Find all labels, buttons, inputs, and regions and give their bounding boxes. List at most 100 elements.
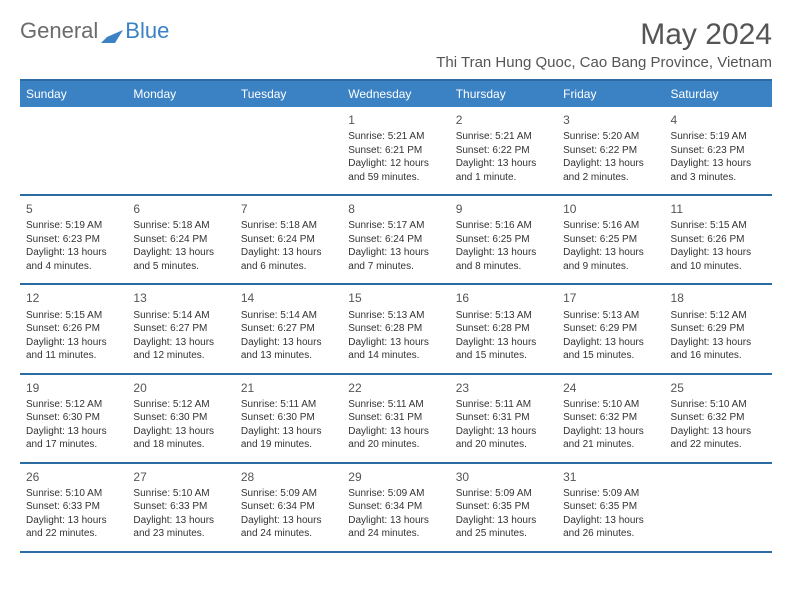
day-number: 5 (26, 201, 121, 217)
location: Thi Tran Hung Quoc, Cao Bang Province, V… (436, 54, 772, 71)
day-cell: 3Sunrise: 5:20 AMSunset: 6:22 PMDaylight… (557, 107, 664, 194)
day-cell: 24Sunrise: 5:10 AMSunset: 6:32 PMDayligh… (557, 375, 664, 462)
day-cell: 7Sunrise: 5:18 AMSunset: 6:24 PMDaylight… (235, 196, 342, 283)
day-number: 12 (26, 290, 121, 306)
sunrise-text: Sunrise: 5:15 AM (26, 309, 121, 323)
daylight-text: Daylight: 13 hours and 23 minutes. (133, 514, 228, 541)
day-cell: 15Sunrise: 5:13 AMSunset: 6:28 PMDayligh… (342, 285, 449, 372)
weekday-header: Saturday (665, 81, 772, 107)
sunset-text: Sunset: 6:30 PM (133, 411, 228, 425)
daylight-text: Daylight: 13 hours and 25 minutes. (456, 514, 551, 541)
week-row: 1Sunrise: 5:21 AMSunset: 6:21 PMDaylight… (20, 107, 772, 196)
sunrise-text: Sunrise: 5:11 AM (241, 398, 336, 412)
sunrise-text: Sunrise: 5:13 AM (348, 309, 443, 323)
logo-text-right: Blue (125, 18, 169, 44)
day-cell (235, 107, 342, 194)
daylight-text: Daylight: 13 hours and 4 minutes. (26, 246, 121, 273)
day-number: 16 (456, 290, 551, 306)
sunset-text: Sunset: 6:27 PM (133, 322, 228, 336)
weekday-header: Sunday (20, 81, 127, 107)
daylight-text: Daylight: 13 hours and 1 minute. (456, 157, 551, 184)
daylight-text: Daylight: 13 hours and 16 minutes. (671, 336, 766, 363)
sunrise-text: Sunrise: 5:21 AM (348, 130, 443, 144)
day-number: 19 (26, 380, 121, 396)
day-cell: 27 Sunrise: 5:10 AMSunset: 6:33 PMDayligh… (127, 464, 234, 551)
day-number: 3 (563, 112, 658, 128)
day-cell: 9Sunrise: 5:16 AMSunset: 6:25 PMDaylight… (450, 196, 557, 283)
sunset-text: Sunset: 6:24 PM (133, 233, 228, 247)
daylight-text: Daylight: 13 hours and 10 minutes. (671, 246, 766, 273)
calendar: Sunday Monday Tuesday Wednesday Thursday… (20, 79, 772, 553)
sunrise-text: Sunrise: 5:12 AM (133, 398, 228, 412)
day-number: 13 (133, 290, 228, 306)
daylight-text: Daylight: 13 hours and 11 minutes. (26, 336, 121, 363)
daylight-text: Daylight: 13 hours and 12 minutes. (133, 336, 228, 363)
week-row: 5Sunrise: 5:19 AMSunset: 6:23 PMDaylight… (20, 196, 772, 285)
day-number: 14 (241, 290, 336, 306)
logo: General Blue (20, 18, 169, 44)
day-cell (127, 107, 234, 194)
day-cell: 11Sunrise: 5:15 AMSunset: 6:26 PMDayligh… (665, 196, 772, 283)
daylight-text: Daylight: 13 hours and 22 minutes. (671, 425, 766, 452)
sunset-text: Sunset: 6:21 PM (348, 144, 443, 158)
day-cell: 17Sunrise: 5:13 AMSunset: 6:29 PMDayligh… (557, 285, 664, 372)
day-number: 31 (563, 469, 658, 485)
day-cell: 26Sunrise: 5:10 AMSunset: 6:33 PMDayligh… (20, 464, 127, 551)
daylight-text: Daylight: 13 hours and 20 minutes. (456, 425, 551, 452)
daylight-text: Daylight: 13 hours and 7 minutes. (348, 246, 443, 273)
daylight-text: Daylight: 13 hours and 24 minutes. (348, 514, 443, 541)
sunset-text: Sunset: 6:25 PM (456, 233, 551, 247)
day-cell: 18Sunrise: 5:12 AMSunset: 6:29 PMDayligh… (665, 285, 772, 372)
month-title: May 2024 (436, 18, 772, 52)
day-cell: 19Sunrise: 5:12 AMSunset: 6:30 PMDayligh… (20, 375, 127, 462)
sunrise-text: Sunrise: 5:09 AM (241, 487, 336, 501)
day-number: 29 (348, 469, 443, 485)
sunset-text: Sunset: 6:34 PM (348, 500, 443, 514)
day-cell: 14Sunrise: 5:14 AMSunset: 6:27 PMDayligh… (235, 285, 342, 372)
sunrise-text: Sunrise: 5:10 AM (671, 398, 766, 412)
sunrise-text: Sunrise: 5:12 AM (671, 309, 766, 323)
sunrise-text: Sunrise: 5:11 AM (456, 398, 551, 412)
sunset-text: Sunset: 6:31 PM (348, 411, 443, 425)
sunrise-text: Sunrise: 5:10 AM (563, 398, 658, 412)
daylight-text: Daylight: 13 hours and 19 minutes. (241, 425, 336, 452)
logo-triangle-icon (101, 23, 123, 39)
sunset-text: Sunset: 6:32 PM (563, 411, 658, 425)
sunrise-text: Sunrise: 5:14 AM (241, 309, 336, 323)
day-number: 27 (133, 469, 228, 485)
sunset-text: Sunset: 6:26 PM (671, 233, 766, 247)
day-number: 30 (456, 469, 551, 485)
day-cell: 2Sunrise: 5:21 AMSunset: 6:22 PMDaylight… (450, 107, 557, 194)
sunrise-text: Sunrise: 5:10 AM (26, 487, 121, 501)
weeks-container: 1Sunrise: 5:21 AMSunset: 6:21 PMDaylight… (20, 107, 772, 553)
sunset-text: Sunset: 6:25 PM (563, 233, 658, 247)
day-number: 11 (671, 201, 766, 217)
day-cell: 21Sunrise: 5:11 AMSunset: 6:30 PMDayligh… (235, 375, 342, 462)
week-row: 19Sunrise: 5:12 AMSunset: 6:30 PMDayligh… (20, 375, 772, 464)
day-cell: 25Sunrise: 5:10 AMSunset: 6:32 PMDayligh… (665, 375, 772, 462)
header: General Blue May 2024 Thi Tran Hung Quoc… (20, 18, 772, 71)
week-row: 12Sunrise: 5:15 AMSunset: 6:26 PMDayligh… (20, 285, 772, 374)
day-cell: 23Sunrise: 5:11 AMSunset: 6:31 PMDayligh… (450, 375, 557, 462)
day-cell: 13 Sunrise: 5:14 AMSunset: 6:27 PMDayligh… (127, 285, 234, 372)
sunset-text: Sunset: 6:30 PM (26, 411, 121, 425)
weekday-header: Wednesday (342, 81, 449, 107)
sunrise-text: Sunrise: 5:17 AM (348, 219, 443, 233)
day-cell: 1Sunrise: 5:21 AMSunset: 6:21 PMDaylight… (342, 107, 449, 194)
day-cell: 16Sunrise: 5:13 AMSunset: 6:28 PMDayligh… (450, 285, 557, 372)
sunset-text: Sunset: 6:26 PM (26, 322, 121, 336)
daylight-text: Daylight: 13 hours and 17 minutes. (26, 425, 121, 452)
sunrise-text: Sunrise: 5:14 AM (133, 309, 228, 323)
weekday-header: Thursday (450, 81, 557, 107)
day-cell: 31Sunrise: 5:09 AMSunset: 6:35 PMDayligh… (557, 464, 664, 551)
sunset-text: Sunset: 6:33 PM (133, 500, 228, 514)
day-cell: 5Sunrise: 5:19 AMSunset: 6:23 PMDaylight… (20, 196, 127, 283)
day-number: 24 (563, 380, 658, 396)
day-number: 4 (671, 112, 766, 128)
daylight-text: Daylight: 13 hours and 14 minutes. (348, 336, 443, 363)
sunrise-text: Sunrise: 5:10 AM (133, 487, 228, 501)
day-cell: 8Sunrise: 5:17 AMSunset: 6:24 PMDaylight… (342, 196, 449, 283)
sunrise-text: Sunrise: 5:11 AM (348, 398, 443, 412)
day-number: 26 (26, 469, 121, 485)
day-cell (20, 107, 127, 194)
